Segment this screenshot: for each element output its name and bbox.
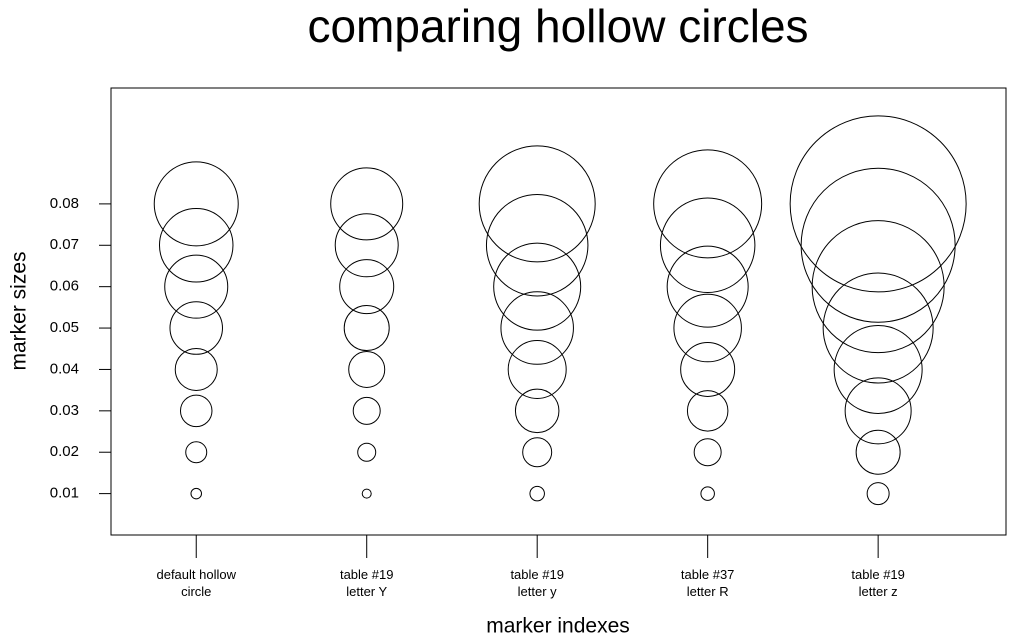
y-tick-label: 0.06 [50,278,79,295]
marker [659,197,756,294]
marker [693,438,722,467]
marker [485,194,589,297]
marker [529,485,545,502]
marker [357,442,377,462]
y-tick-label: 0.07 [50,236,79,253]
marker [185,441,208,464]
x-tick-label: table #37 letter R [681,567,735,599]
marker [673,293,742,363]
marker [352,396,381,425]
marker [174,347,218,391]
y-axis-label: marker sizes [8,251,31,370]
y-tick-label: 0.05 [50,319,79,336]
x-tick-label: table #19 letter Y [340,567,394,599]
marker [330,167,404,241]
marker [653,149,763,259]
marker [800,167,956,323]
marker [507,339,567,399]
marker [361,488,372,499]
marker [164,254,229,319]
marker [844,377,912,445]
marker [522,437,553,468]
marker [348,350,386,388]
y-tick-label: 0.01 [50,485,79,502]
y-tick-label: 0.04 [50,360,79,377]
marker [179,394,213,428]
x-axis-label: marker indexes [486,615,630,638]
marker [339,259,395,315]
chart-title: comparing hollow circles [307,0,808,52]
marker [855,429,901,475]
marker [334,213,399,278]
marker [811,220,945,354]
y-tick-label: 0.08 [50,195,79,212]
x-tick-label: table #19 letter z [851,567,905,599]
marker [158,208,234,283]
marker [686,390,729,432]
marker [833,324,923,414]
marker [478,145,596,263]
marker [666,245,749,328]
y-tick-label: 0.02 [50,443,79,460]
marker [343,305,390,352]
marker [500,291,574,365]
marker [514,388,560,434]
x-tick-label: default hollow circle [156,567,236,599]
plot-frame [110,87,1007,536]
marker [680,341,736,397]
marker [493,242,582,331]
y-tick-label: 0.03 [50,402,79,419]
marker [153,161,239,247]
x-tick-label: table #19 letter y [510,567,564,599]
marker [190,487,202,500]
marker [822,272,934,384]
marker [700,486,715,501]
marker [866,482,890,506]
marker [789,115,967,293]
marker [169,301,223,355]
